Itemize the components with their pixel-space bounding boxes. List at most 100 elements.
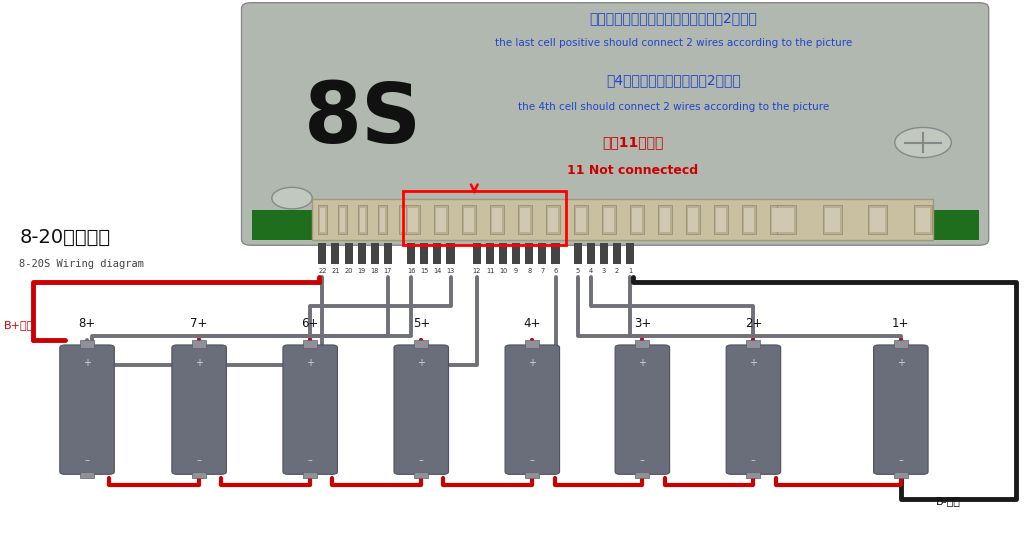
Bar: [627, 243, 634, 264]
Bar: [414, 472, 428, 478]
Bar: [546, 205, 560, 234]
Text: +: +: [750, 358, 758, 368]
Text: 第4串电池上要接如图对应2条排线: 第4串电池上要接如图对应2条排线: [606, 73, 740, 87]
Bar: [870, 208, 885, 232]
Bar: [485, 243, 494, 264]
Bar: [777, 205, 796, 234]
Bar: [434, 205, 449, 234]
Bar: [716, 208, 726, 232]
Text: –: –: [308, 455, 312, 465]
Bar: [587, 243, 595, 264]
Bar: [575, 208, 586, 232]
Text: 4: 4: [589, 268, 593, 274]
Text: 8+: 8+: [79, 317, 95, 330]
Bar: [512, 243, 520, 264]
Bar: [400, 208, 406, 232]
Bar: [319, 208, 325, 232]
Bar: [602, 205, 616, 234]
Bar: [398, 205, 408, 234]
Bar: [604, 208, 614, 232]
Text: +: +: [897, 358, 905, 368]
Bar: [371, 243, 379, 264]
Bar: [379, 205, 387, 234]
Text: +: +: [528, 358, 537, 368]
Text: 22: 22: [318, 268, 327, 274]
Bar: [714, 205, 728, 234]
FancyBboxPatch shape: [505, 345, 559, 474]
Text: 5+: 5+: [413, 317, 430, 330]
Bar: [408, 243, 415, 264]
Text: 15: 15: [420, 268, 428, 274]
Circle shape: [271, 188, 312, 209]
Text: 6+: 6+: [301, 317, 318, 330]
Bar: [824, 208, 840, 232]
Bar: [381, 208, 385, 232]
FancyBboxPatch shape: [283, 345, 338, 474]
Bar: [318, 243, 327, 264]
Text: 最后一串电池总正极上要接如图对应2条排线: 最后一串电池总正极上要接如图对应2条排线: [590, 11, 757, 25]
Bar: [464, 208, 474, 232]
Text: B-总负: B-总负: [936, 496, 962, 506]
Bar: [657, 205, 672, 234]
Bar: [746, 472, 761, 478]
Bar: [518, 205, 532, 234]
FancyBboxPatch shape: [172, 345, 226, 474]
Text: –: –: [197, 455, 202, 465]
Bar: [492, 208, 502, 232]
Bar: [403, 191, 565, 245]
Bar: [193, 472, 206, 478]
Bar: [743, 208, 754, 232]
Bar: [473, 243, 481, 264]
Bar: [80, 472, 94, 478]
Bar: [632, 208, 642, 232]
Bar: [659, 208, 670, 232]
Bar: [344, 243, 352, 264]
Bar: [520, 208, 530, 232]
FancyBboxPatch shape: [873, 345, 928, 474]
Text: 7: 7: [541, 268, 545, 274]
Text: 6: 6: [553, 268, 558, 274]
Text: 4+: 4+: [523, 317, 541, 330]
Text: 1+: 1+: [892, 317, 909, 330]
Bar: [779, 208, 794, 232]
Bar: [525, 243, 534, 264]
Bar: [746, 340, 761, 348]
Bar: [303, 340, 317, 348]
Text: +: +: [417, 358, 425, 368]
Bar: [408, 208, 418, 232]
Bar: [357, 243, 366, 264]
Bar: [686, 205, 700, 234]
Bar: [499, 243, 507, 264]
Bar: [552, 243, 559, 264]
Text: 12: 12: [473, 268, 481, 274]
Text: 18: 18: [371, 268, 379, 274]
Text: 3: 3: [602, 268, 606, 274]
Bar: [433, 243, 441, 264]
Text: 19: 19: [357, 268, 366, 274]
FancyBboxPatch shape: [242, 3, 988, 245]
Text: +: +: [83, 358, 91, 368]
Bar: [252, 210, 979, 240]
Text: –: –: [529, 455, 535, 465]
Bar: [525, 472, 540, 478]
Text: 7+: 7+: [190, 317, 208, 330]
Text: 20: 20: [344, 268, 353, 274]
Text: –: –: [898, 455, 903, 465]
Text: 9: 9: [514, 268, 518, 274]
FancyBboxPatch shape: [726, 345, 780, 474]
Bar: [462, 205, 476, 234]
Bar: [769, 205, 783, 234]
Bar: [823, 205, 842, 234]
Bar: [312, 199, 933, 240]
Text: 3+: 3+: [634, 317, 651, 330]
Bar: [894, 472, 908, 478]
Text: –: –: [751, 455, 756, 465]
Bar: [360, 208, 366, 232]
Bar: [539, 243, 547, 264]
Bar: [613, 243, 622, 264]
Text: 8-20串接线图: 8-20串接线图: [19, 227, 111, 247]
Bar: [635, 340, 649, 348]
Bar: [525, 340, 540, 348]
Bar: [573, 243, 582, 264]
Text: 13: 13: [446, 268, 455, 274]
